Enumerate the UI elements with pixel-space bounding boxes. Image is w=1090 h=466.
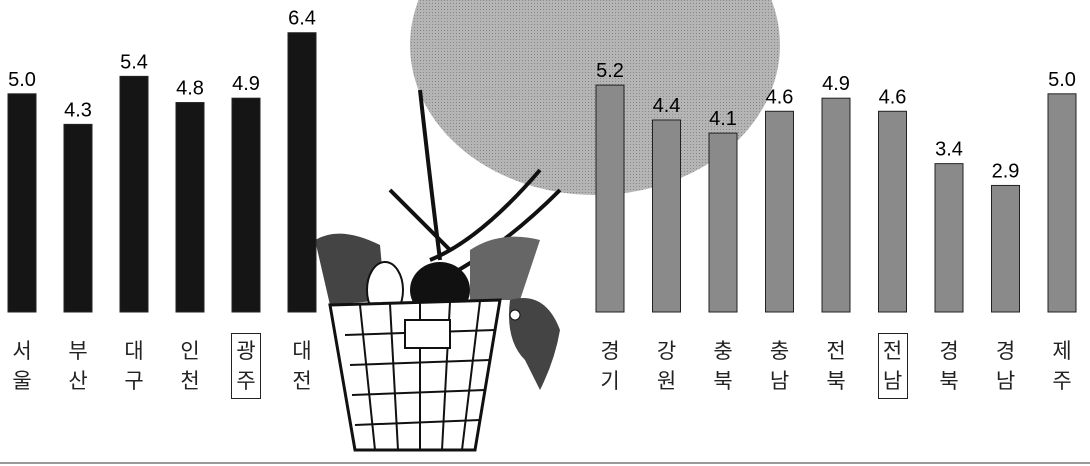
value-label: 5.0	[8, 69, 36, 91]
bar	[652, 119, 681, 313]
value-label: 2.9	[992, 160, 1020, 182]
x-tick-label: 대구	[124, 339, 144, 393]
x-tick-label: 충북	[713, 339, 733, 393]
x-tick-label: 서울	[12, 339, 32, 393]
x-tick-label: 부산	[68, 339, 88, 393]
bar	[934, 163, 964, 313]
bar	[63, 123, 93, 313]
bar	[287, 32, 317, 313]
x-tick-label: 인천	[180, 339, 200, 393]
x-tick-label: 경기	[600, 339, 620, 393]
value-label: 4.9	[822, 73, 850, 95]
x-tick-label: 전남	[877, 333, 908, 399]
bar	[231, 97, 261, 313]
value-label: 5.0	[1048, 69, 1076, 91]
value-label: 5.2	[596, 60, 624, 82]
bar	[7, 93, 37, 313]
value-label: 4.9	[232, 73, 260, 95]
value-label: 4.3	[64, 99, 92, 121]
x-tick-label: 대전	[292, 339, 312, 393]
value-label: 4.1	[709, 108, 737, 130]
bar	[821, 97, 851, 313]
value-label: 4.6	[766, 86, 794, 108]
value-label: 4.6	[879, 86, 907, 108]
x-tick-label: 제주	[1052, 339, 1072, 393]
value-label: 4.8	[176, 78, 204, 100]
x-tick-label: 경북	[939, 339, 959, 393]
x-tick-label: 경남	[995, 339, 1016, 393]
bar	[878, 110, 907, 313]
x-tick-label: 충남	[769, 339, 790, 393]
bar	[595, 84, 625, 313]
bar	[991, 184, 1020, 313]
value-label: 5.4	[120, 51, 148, 73]
bar	[1047, 93, 1077, 313]
bar	[119, 75, 149, 313]
bar	[765, 110, 794, 313]
x-tick-label: 광주	[231, 333, 261, 399]
value-label: 3.4	[935, 139, 963, 161]
x-tick-label: 강원	[656, 339, 677, 393]
value-label: 4.4	[653, 95, 681, 117]
x-tick-label: 전북	[826, 339, 846, 393]
bar	[708, 132, 738, 313]
basket	[315, 233, 560, 452]
bar	[175, 102, 205, 313]
balloon	[410, 0, 780, 195]
value-label: 6.4	[288, 8, 316, 30]
